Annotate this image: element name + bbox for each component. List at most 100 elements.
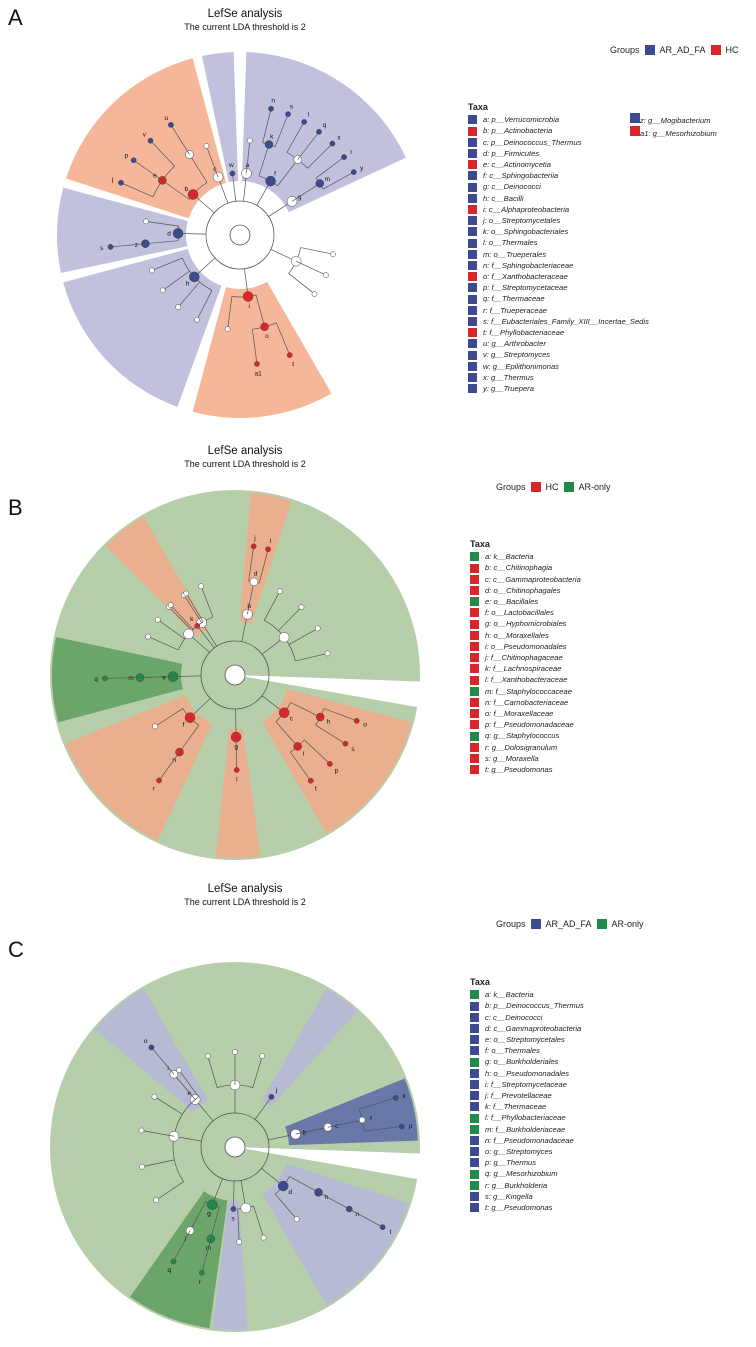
taxa-swatch: [470, 709, 479, 718]
taxa-legend-item: d: o__Chitinophagales: [470, 585, 581, 596]
node-letter: h: [186, 280, 190, 287]
node-letter: d: [167, 231, 171, 238]
node-letter: i: [249, 303, 250, 310]
taxa-swatch: [470, 642, 479, 651]
taxa-legend-item: h: o__Pseudomonadales: [470, 1068, 584, 1079]
taxa-swatch: [468, 183, 477, 192]
taxa-legend-item: i: f__Streptomycetaceae: [470, 1079, 584, 1090]
clade-node: [359, 1117, 365, 1123]
clade-node: [316, 179, 324, 187]
node-letter: q: [167, 1267, 171, 1274]
taxa-legend-item: a1: g__Mesorhizobium: [630, 126, 717, 139]
taxa-legend-item: x: g__Thermus: [468, 372, 649, 383]
root-node: [230, 225, 250, 245]
clade-node: [131, 158, 136, 163]
taxa-legend-item: e: o__Bacillales: [470, 596, 581, 607]
clade-node: [315, 626, 320, 631]
clade-node: [261, 1235, 266, 1240]
node-letter: q: [323, 122, 327, 129]
taxa-label: j: o__Streptomycetales: [483, 215, 560, 226]
taxa-swatch: [630, 126, 640, 136]
taxa-swatch: [468, 317, 477, 326]
taxa-label: j: f__Chitinophagaceae: [485, 652, 563, 663]
taxa-legend-item: a: p__Verrucomicrobia: [468, 114, 649, 125]
taxa-header: Taxa: [470, 539, 581, 550]
taxa-legend-item: q: g__Mesorhizobium: [470, 1168, 584, 1179]
clade-node: [204, 144, 209, 149]
taxa-swatch: [468, 362, 477, 371]
taxa-legend-item: k: o__Sphingobacteriales: [468, 226, 649, 237]
taxa-label: o: f__Xanthobacteraceae: [483, 271, 568, 282]
clade-node: [330, 141, 335, 146]
clade-node: [185, 713, 195, 723]
clade-node: [173, 228, 183, 238]
clade-node: [323, 273, 328, 278]
clade-node: [237, 1239, 242, 1244]
taxa-legend-item: c: c__Gammaproteobacteria: [470, 574, 581, 585]
node-letter: t: [292, 361, 294, 368]
taxa-swatch: [468, 339, 477, 348]
node-letter: a1: [255, 370, 263, 377]
taxa-label: s: g__Moraxella: [485, 753, 539, 764]
taxa-legend-item: o: g__Streptomyces: [470, 1146, 584, 1157]
taxa-swatch: [468, 127, 477, 136]
panel-letter: A: [8, 5, 23, 31]
cladogram: kbdjlchosiptglfnremq: [35, 475, 435, 875]
taxa-label: w: g__Epilithonimonas: [483, 361, 559, 372]
node-letter: u: [164, 115, 168, 122]
taxa-swatch: [470, 631, 479, 640]
taxa-label: k: o__Sphingobacteriales: [483, 226, 568, 237]
group-swatch: [531, 482, 541, 492]
taxa-swatch: [470, 564, 479, 573]
title-text: LefSe analysis: [180, 445, 310, 458]
group-swatch: [531, 919, 541, 929]
taxa-swatch: [470, 1125, 479, 1134]
clade-node: [139, 1128, 144, 1133]
taxa-legend-item: e: o__Streptomycetales: [470, 1034, 584, 1045]
taxa-legend-item: j: f__Prevotellaceae: [470, 1090, 584, 1101]
chart-title: LefSe analysis The current LDA threshold…: [180, 445, 310, 471]
clade-node: [269, 1094, 274, 1099]
node-letter: o: [144, 1038, 148, 1045]
taxa-swatch: [470, 732, 479, 741]
group-name: HC: [546, 482, 559, 492]
taxa-swatch: [468, 115, 477, 124]
clade-node: [278, 1181, 288, 1191]
taxa-swatch: [470, 1080, 479, 1089]
clade-highlight: [63, 249, 221, 407]
taxa-header: Taxa: [468, 102, 649, 113]
taxa-label: v: g__Streptomyces: [483, 349, 550, 360]
clade-node: [184, 629, 194, 639]
taxa-label: c: p__Deinococcus_Thermus: [483, 137, 581, 148]
node-letter: t: [390, 1229, 392, 1236]
clade-node: [152, 1094, 157, 1099]
clade-node: [108, 244, 113, 249]
taxa-label: p: f__Pseudomonadaceae: [485, 719, 574, 730]
node-letter: f: [370, 1116, 372, 1123]
clade-node: [168, 122, 173, 127]
taxa-label: i: f__Streptomycetaceae: [485, 1079, 567, 1090]
taxa-swatch: [468, 328, 477, 337]
taxa-swatch: [470, 676, 479, 685]
panel-b: B LefSe analysis The current LDA thresho…: [0, 435, 756, 855]
taxa-label: r: g__Dolosigranulum: [485, 742, 557, 753]
taxa-legend-item: m: f__Burkholderiaceae: [470, 1124, 584, 1135]
clade-node: [287, 353, 292, 358]
taxa-label: c: c__Gammaproteobacteria: [485, 574, 581, 585]
clade-node: [325, 651, 330, 656]
taxa-swatch: [468, 384, 477, 393]
taxa-swatch: [470, 1147, 479, 1156]
clade-node: [294, 742, 302, 750]
taxa-legend-item: l: f__Xanthobacteraceae: [470, 674, 581, 685]
taxa-label: j: f__Prevotellaceae: [485, 1090, 552, 1101]
taxa-legend-item: d: c__Gammaproteobacteria: [470, 1023, 584, 1034]
taxa-legend-item: h: c__Bacilli: [468, 193, 649, 204]
panel-letter: C: [8, 937, 24, 963]
taxa-label: l: o__Thermales: [483, 237, 537, 248]
clade-node: [260, 1053, 265, 1058]
clade-node: [279, 708, 289, 718]
groups-legend: Groups HC AR-only: [496, 482, 611, 492]
taxa-label: b: c__Chitinophagia: [485, 562, 552, 573]
node-letter: o: [363, 721, 367, 728]
clade-node: [149, 1045, 154, 1050]
